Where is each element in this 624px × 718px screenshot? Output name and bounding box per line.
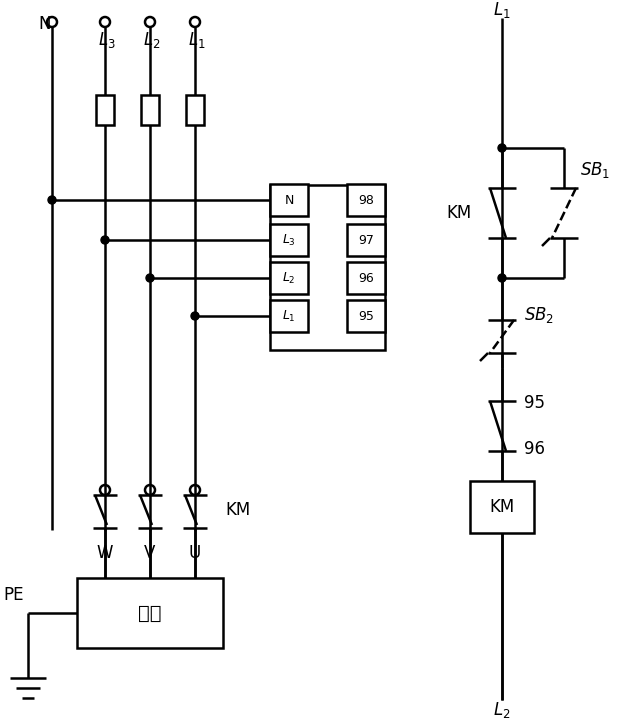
Text: $L_1$: $L_1$	[188, 30, 206, 50]
Bar	[347, 224, 385, 256]
Text: N: N	[38, 15, 51, 33]
Circle shape	[48, 196, 56, 204]
Text: $L_2$: $L_2$	[493, 700, 511, 718]
Bar	[347, 184, 385, 216]
Text: N: N	[285, 193, 294, 207]
Text: $L_1$: $L_1$	[493, 0, 511, 20]
Bar	[186, 95, 204, 125]
Text: $L_2$: $L_2$	[144, 30, 161, 50]
Bar	[470, 481, 534, 533]
Text: $L_2$: $L_2$	[282, 271, 296, 286]
Bar	[77, 578, 223, 648]
Circle shape	[146, 274, 154, 282]
Text: 負載: 負載	[139, 604, 162, 623]
Bar	[270, 300, 308, 332]
Text: KM: KM	[447, 204, 472, 222]
Text: U: U	[189, 544, 201, 562]
Bar	[270, 185, 385, 350]
Circle shape	[498, 144, 506, 152]
Bar	[270, 262, 308, 294]
Text: PE: PE	[4, 586, 24, 604]
Text: 95: 95	[358, 309, 374, 322]
Text: V: V	[144, 544, 155, 562]
Text: $L_3$: $L_3$	[98, 30, 116, 50]
Text: 98: 98	[358, 193, 374, 207]
Text: W: W	[97, 544, 113, 562]
Bar	[270, 224, 308, 256]
Text: $L_1$: $L_1$	[282, 309, 296, 324]
Text: $L_3$: $L_3$	[282, 233, 296, 248]
Bar	[141, 95, 159, 125]
Bar	[96, 95, 114, 125]
Text: KM: KM	[225, 501, 250, 519]
Text: $SB_2$: $SB_2$	[524, 305, 554, 325]
Circle shape	[498, 274, 506, 282]
Text: 97: 97	[358, 233, 374, 246]
Text: $SB_1$: $SB_1$	[580, 160, 610, 180]
Bar	[347, 262, 385, 294]
Text: 96: 96	[358, 271, 374, 284]
Circle shape	[191, 312, 199, 320]
Text: 96: 96	[524, 440, 545, 458]
Circle shape	[101, 236, 109, 244]
Bar	[347, 300, 385, 332]
Bar	[270, 184, 308, 216]
Text: 95: 95	[524, 394, 545, 412]
Text: KM: KM	[489, 498, 515, 516]
